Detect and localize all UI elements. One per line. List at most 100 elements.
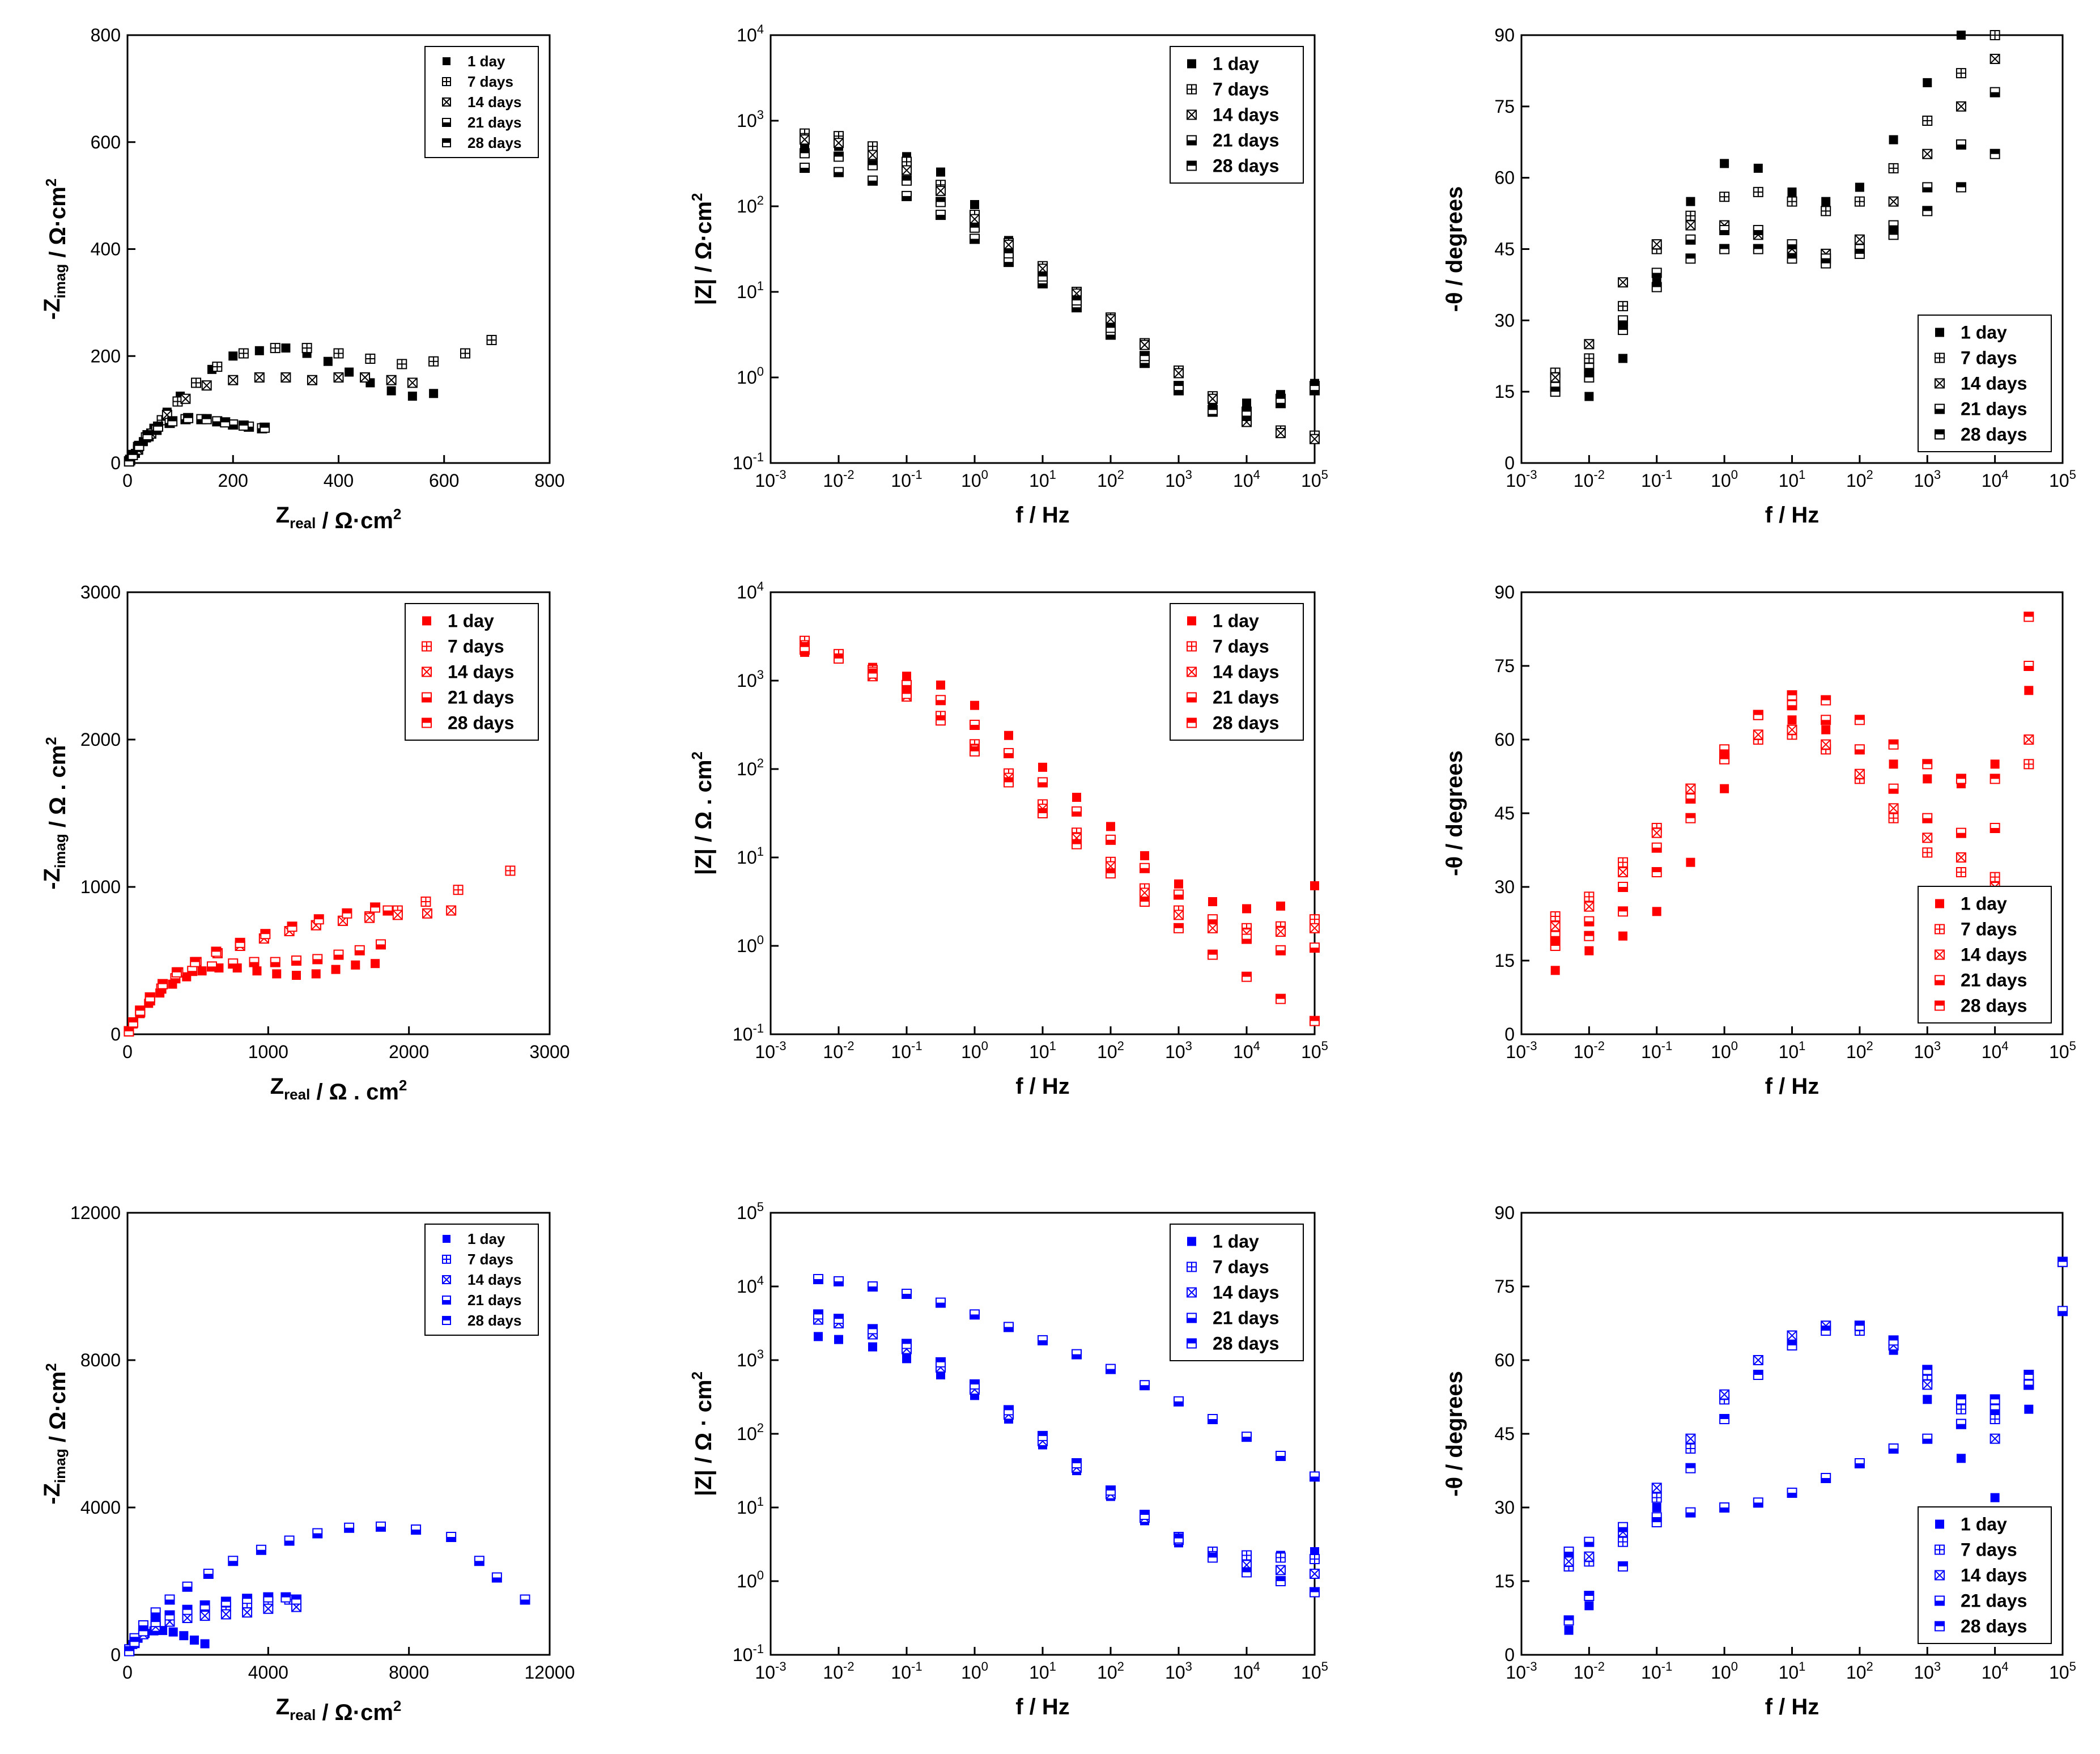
data-point xyxy=(1719,754,1730,765)
data-point xyxy=(1310,1471,1320,1482)
data-point xyxy=(211,946,222,957)
data-point xyxy=(1753,224,1763,235)
x-tick-label: 10-1 xyxy=(1641,1039,1672,1062)
legend-label: 1 day xyxy=(1213,1231,1259,1252)
data-point xyxy=(312,954,323,965)
data-point xyxy=(354,945,365,955)
chart-nyquist-red: 0 1000 2000 3000 0 1000 2000 3000 Zreal / Ω . cm… xyxy=(40,582,570,1105)
data-point xyxy=(1854,248,1865,259)
data-point xyxy=(1106,834,1116,845)
x-tick-label: 800 xyxy=(534,470,564,491)
y-axis-title: |Z| / Ω · cm2 xyxy=(688,1371,716,1496)
legend-label: 7 days xyxy=(1213,1257,1269,1277)
y-axis-title: -θ / degrees xyxy=(1442,1371,1467,1497)
data-point xyxy=(263,1603,274,1614)
legend-marker xyxy=(442,1275,451,1284)
data-point xyxy=(1072,839,1082,850)
y-tick-label: 0 xyxy=(110,1645,121,1665)
data-point xyxy=(1072,806,1082,817)
data-point xyxy=(164,1594,175,1605)
data-point xyxy=(1310,1569,1320,1579)
data-point xyxy=(1990,1433,2000,1444)
x-tick-label: 100 xyxy=(961,1659,988,1683)
legend-marker xyxy=(1935,1570,1945,1581)
data-point xyxy=(834,151,844,162)
data-point xyxy=(1956,101,1966,112)
data-point xyxy=(834,1335,843,1344)
x-axis-title: f / Hz xyxy=(1765,1694,1820,1719)
chart-bode-mod-blue: 10-3 10-2 10-1 100 101 102 103 104 105 10-1 100 101… xyxy=(688,1200,1328,1719)
data-point xyxy=(1956,68,1966,79)
data-point xyxy=(1004,731,1013,740)
x-tick-label: 103 xyxy=(1914,468,1941,491)
data-point xyxy=(1310,1554,1320,1564)
x-tick-label: 10-2 xyxy=(1574,1659,1605,1683)
data-point xyxy=(902,190,912,201)
x-tick-label: 105 xyxy=(1301,468,1328,491)
data-point xyxy=(834,1314,844,1324)
legend-label: 1 day xyxy=(1213,54,1259,74)
x-tick-label: 100 xyxy=(1711,468,1738,491)
data-point xyxy=(1685,793,1696,804)
data-point xyxy=(813,1309,823,1320)
data-point xyxy=(1242,406,1252,417)
data-point xyxy=(1584,363,1595,373)
data-point xyxy=(1618,1561,1629,1572)
y-tick-label: 104 xyxy=(737,579,764,602)
legend-marker xyxy=(1935,975,1945,986)
x-tick-label: 10-1 xyxy=(891,468,922,491)
x-axis-title: f / Hz xyxy=(1015,1074,1070,1099)
data-point xyxy=(1584,1551,1595,1562)
data-point xyxy=(364,912,375,923)
data-point xyxy=(1753,244,1763,254)
data-point xyxy=(1004,239,1014,250)
data-point xyxy=(1685,220,1696,231)
y-tick-label: 15 xyxy=(1494,1571,1515,1591)
data-point xyxy=(1821,715,1831,725)
data-point xyxy=(228,1556,239,1566)
data-point xyxy=(936,197,946,207)
data-point xyxy=(800,642,810,652)
data-point xyxy=(376,1521,386,1532)
y-tick-label: 30 xyxy=(1494,310,1515,330)
data-point xyxy=(1787,253,1797,264)
data-point xyxy=(1208,405,1218,415)
data-point xyxy=(970,233,980,244)
data-point xyxy=(407,377,418,388)
data-point xyxy=(333,372,344,383)
data-point xyxy=(1038,777,1048,788)
data-point xyxy=(1787,196,1797,207)
legend-label: 14 days xyxy=(1961,945,2027,965)
data-point xyxy=(1584,1536,1595,1547)
data-point xyxy=(333,348,344,359)
legend-marker xyxy=(422,692,432,703)
legend-marker xyxy=(1187,1313,1197,1323)
data-point xyxy=(1888,1443,1899,1454)
data-point xyxy=(129,1637,140,1647)
data-point xyxy=(220,1609,231,1620)
x-tick-label: 102 xyxy=(1097,468,1124,491)
x-tick-label: 104 xyxy=(1982,1659,2009,1683)
legend-marker xyxy=(1187,59,1196,69)
data-point xyxy=(1922,1365,1933,1375)
legend-label: 28 days xyxy=(1213,1333,1279,1354)
legend-marker xyxy=(1187,1287,1197,1298)
data-point xyxy=(1854,744,1865,755)
data-point xyxy=(172,396,183,407)
data-point xyxy=(1276,945,1286,955)
y-axis-title: -θ / degrees xyxy=(1442,750,1467,876)
legend-marker xyxy=(1935,1000,1945,1011)
data-point xyxy=(1753,1370,1763,1380)
data-point xyxy=(1072,295,1082,306)
data-point xyxy=(1584,901,1595,912)
data-point xyxy=(1889,135,1898,145)
legend-marker xyxy=(422,717,432,728)
data-point xyxy=(228,351,238,361)
data-point xyxy=(1618,867,1629,877)
data-point xyxy=(199,1600,210,1611)
data-point xyxy=(228,958,239,969)
legend-label: 7 days xyxy=(448,636,504,657)
data-point xyxy=(902,672,911,681)
legend-marker xyxy=(1935,924,1945,935)
x-tick-label: 101 xyxy=(1779,1039,1806,1062)
